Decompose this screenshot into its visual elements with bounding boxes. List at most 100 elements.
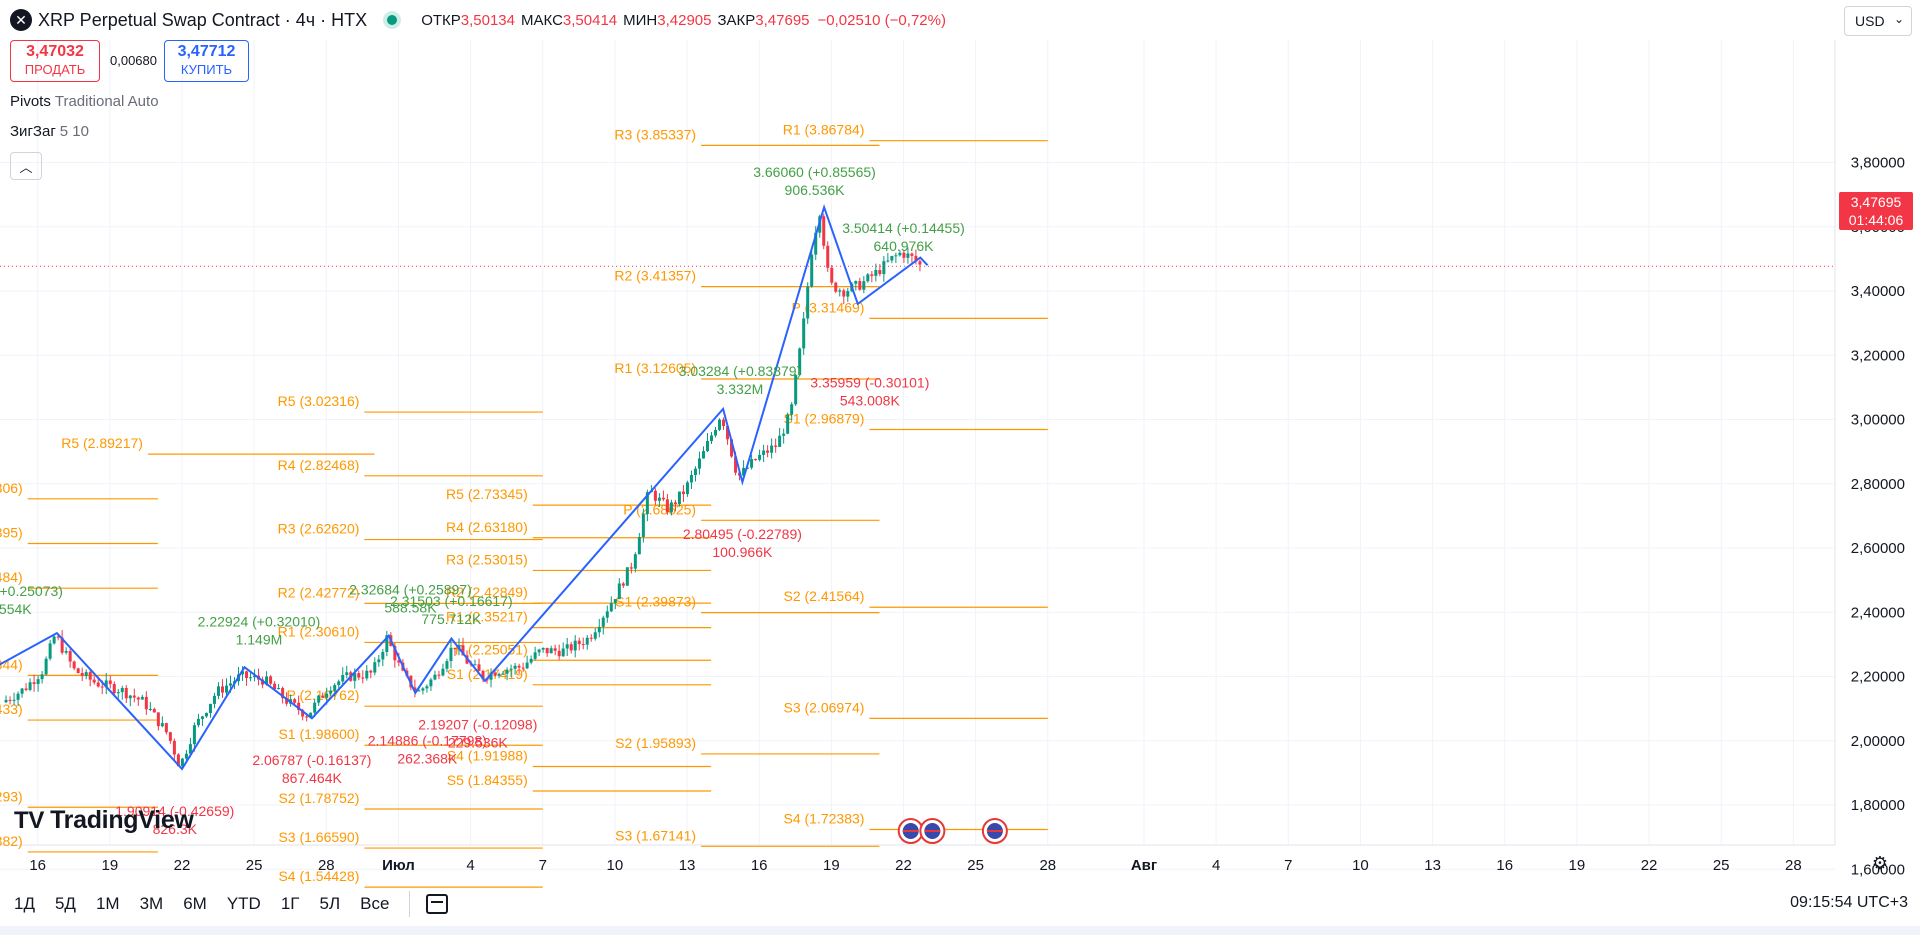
x-tick-label: Июл xyxy=(382,857,415,874)
range-1d-button[interactable]: 1Д xyxy=(14,894,35,913)
pivot-level-label: R3 (3.85337) xyxy=(614,126,696,142)
pivot-level-label: S1 (2.39873) xyxy=(615,594,696,610)
candle-body xyxy=(770,445,774,453)
candle-body xyxy=(309,712,313,718)
range-5y-button[interactable]: 5Л xyxy=(319,894,341,913)
pivot-level-label: R1 (2.35217) xyxy=(446,609,528,625)
candle-body xyxy=(625,567,629,586)
pivot-level-label: S2 (1.78752) xyxy=(278,790,359,806)
x-tick-label: 4 xyxy=(1212,857,1220,874)
candle-body xyxy=(265,676,269,685)
candle-body xyxy=(693,468,697,476)
candle-body xyxy=(657,497,661,501)
candle-body xyxy=(854,281,858,284)
y-tick-label: 3,80000 xyxy=(1851,155,1905,172)
x-tick-label: 13 xyxy=(1424,857,1441,874)
gear-icon[interactable]: ⚙ xyxy=(1871,853,1889,873)
candle-body xyxy=(413,687,417,691)
range-1m-button[interactable]: 1М xyxy=(95,894,120,913)
buy-button[interactable]: 3,47712 КУПИТЬ xyxy=(164,40,249,82)
candle-body xyxy=(100,686,104,688)
candle-body xyxy=(489,672,493,680)
range-all-button[interactable]: Все xyxy=(360,894,390,913)
candle-body xyxy=(882,261,886,275)
range-6m-button[interactable]: 6М xyxy=(183,894,207,913)
candle-body xyxy=(473,664,477,666)
zigzag-volume-label: 3.332M xyxy=(717,381,764,397)
candle-body xyxy=(172,740,176,755)
candle-body xyxy=(212,695,216,704)
candle-body xyxy=(321,695,325,698)
ohlc-high-label: МАКС xyxy=(521,11,563,29)
indicator-pivots[interactable]: Pivots Traditional Auto xyxy=(10,93,159,110)
sell-price: 3,47032 xyxy=(26,43,84,60)
indicator-name: ЗигЗаг xyxy=(10,123,56,140)
last-price-tag: 3,47695 01:44:06 xyxy=(1839,192,1913,230)
ohlc-open-label: ОТКР xyxy=(421,11,461,29)
range-5d-button[interactable]: 5Д xyxy=(54,894,76,913)
zigzag-price-label: 3.50414 (+0.14455) xyxy=(842,220,965,236)
candle-body xyxy=(754,459,758,461)
zigzag-volume-label: 867.464K xyxy=(282,770,343,786)
y-tick-label: 3,20000 xyxy=(1851,347,1905,364)
currency-select[interactable]: USD ⌄ xyxy=(1844,6,1912,36)
candle-body xyxy=(116,692,120,694)
x-tick-label: Авг xyxy=(1131,857,1157,874)
tradingview-logo[interactable]: TV TradingView xyxy=(14,806,194,835)
candle-body xyxy=(381,651,385,660)
symbol-title[interactable]: XRP Perpetual Swap Contract · 4ч · HTX xyxy=(38,9,368,30)
candle-body xyxy=(216,686,220,696)
candle-body xyxy=(32,682,36,684)
bottom-strip xyxy=(0,926,1920,935)
candle-body xyxy=(417,690,421,692)
candle-body xyxy=(529,658,533,663)
candle-body xyxy=(637,536,641,555)
clock-timezone[interactable]: 09:15:54 UTC+3 xyxy=(1790,894,1908,911)
candle-body xyxy=(565,644,569,649)
pivot-level-label: S3 (1.67141) xyxy=(615,827,696,843)
candle-body xyxy=(132,695,136,698)
candle-body xyxy=(609,603,613,612)
pivot-level-label: S5 (1.84355) xyxy=(447,772,528,788)
candle-body xyxy=(56,636,60,638)
range-3m-button[interactable]: 3М xyxy=(139,894,164,913)
candle-body xyxy=(545,647,549,654)
candle-body xyxy=(902,252,906,258)
candle-body xyxy=(136,697,140,700)
range-1y-button[interactable]: 1Г xyxy=(280,894,300,913)
candle-body xyxy=(906,253,910,258)
range-ytd-button[interactable]: YTD xyxy=(226,894,261,913)
candle-body xyxy=(742,467,746,476)
calendar-icon[interactable] xyxy=(426,894,449,914)
candle-body xyxy=(12,699,16,701)
zigzag-volume-label: 262.368K xyxy=(397,751,458,767)
indicator-name: Pivots xyxy=(10,93,51,110)
pivot-level-label: P (2.68625) xyxy=(623,501,696,517)
candle-body xyxy=(537,649,541,653)
indicator-zigzag[interactable]: ЗигЗаг 5 10 xyxy=(10,123,89,140)
candle-body xyxy=(710,435,714,442)
x-icon[interactable]: ✕ xyxy=(10,9,32,31)
candle-body xyxy=(790,404,794,415)
pivot-level-label: R2 (2.47484) xyxy=(0,569,23,585)
zigzag-line xyxy=(0,203,929,771)
candle-body xyxy=(894,255,898,257)
y-tick-label: 2,60000 xyxy=(1851,540,1905,557)
buy-label: КУПИТЬ xyxy=(180,62,233,77)
collapse-legend-button[interactable]: ︿ xyxy=(10,152,42,180)
pivot-level-label: R2 (2.42849) xyxy=(446,584,528,600)
candle-body xyxy=(914,255,918,262)
candle-body xyxy=(645,492,649,515)
candle-body xyxy=(890,256,894,261)
x-tick-label: 16 xyxy=(1496,857,1513,874)
candle-body xyxy=(601,617,605,627)
candle-body xyxy=(846,291,850,297)
zigzag-price-label: 3.66060 (+0.85565) xyxy=(753,164,876,180)
candle-body xyxy=(677,491,681,505)
ohlc-close-label: ЗАКР xyxy=(717,11,756,29)
candle-body xyxy=(802,318,806,349)
y-tick-label: 2,20000 xyxy=(1851,669,1905,686)
sell-button[interactable]: 3,47032 ПРОДАТЬ xyxy=(10,40,100,82)
candle-body xyxy=(477,664,481,671)
